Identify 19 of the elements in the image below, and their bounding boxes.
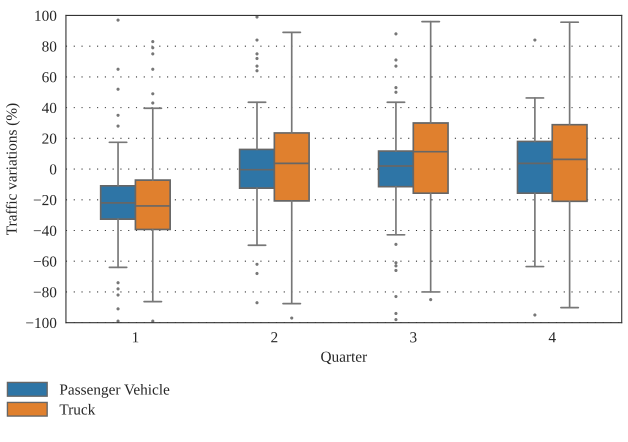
x-tick-label: 1 [132,332,138,342]
x-tick-label: 4 [548,332,556,342]
y-tick-label: 80 [42,41,56,52]
y-tick-label: −60 [34,256,56,267]
y-tick-label: −40 [34,226,56,236]
y-tick-label: −20 [34,194,56,206]
y-tick-label: −100 [26,318,56,328]
y-tick-label: 100 [35,10,56,21]
x-axis-title: Quarter [321,352,368,364]
y-tick-label: 60 [42,72,56,82]
x-tick-label: 3 [410,332,417,342]
legend-label: Truck [60,404,96,415]
y-axis-title: Traffic variations (%) [6,104,20,235]
y-tick-label: 0 [50,164,56,175]
legend-label: Passenger Vehicle [60,384,170,398]
x-tick-label: 2 [271,332,278,342]
y-tick-label: 20 [42,133,56,144]
y-tick-label: 40 [42,102,56,114]
y-tick-label: −80 [34,287,56,298]
